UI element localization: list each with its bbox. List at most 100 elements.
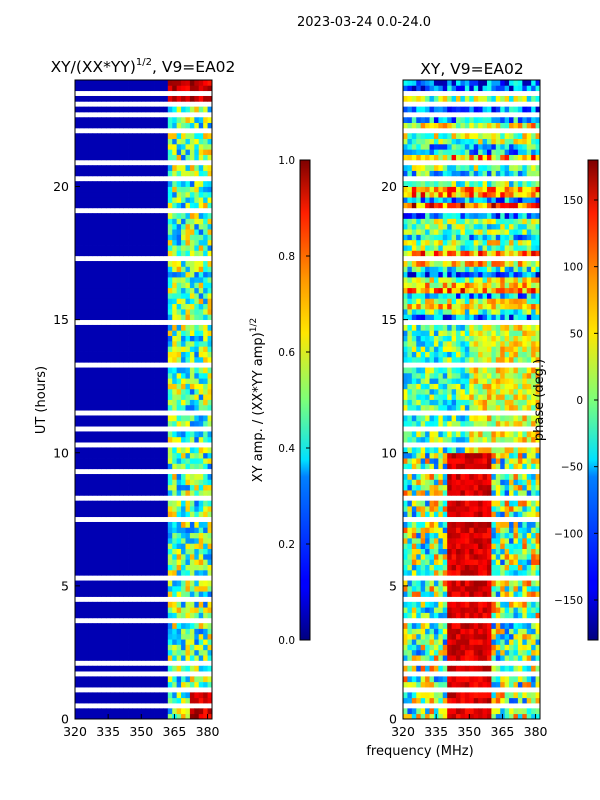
amplitude-cell	[114, 537, 120, 544]
amplitude-cell	[101, 378, 107, 384]
phase-cell	[438, 367, 444, 374]
amplitude-cell	[101, 117, 107, 123]
amplitude-cell	[75, 506, 80, 512]
amplitude-cell	[163, 383, 169, 390]
amplitude-cell	[154, 314, 160, 321]
phase-cell	[403, 591, 408, 597]
amplitude-cell	[172, 346, 178, 352]
phase-cell	[425, 356, 430, 363]
phase-cell	[535, 404, 541, 411]
phase-cell	[513, 324, 519, 331]
amplitude-cell	[185, 447, 191, 454]
phase-cell	[425, 484, 430, 491]
phase-cell	[438, 532, 444, 539]
amplitude-cell	[189, 138, 195, 145]
phase-cell	[464, 644, 470, 651]
amplitude-cell	[158, 399, 164, 406]
amplitude-cell	[207, 601, 213, 608]
amplitude-cell	[185, 117, 191, 123]
amplitude-cell	[83, 463, 89, 470]
phase-cell	[438, 548, 444, 555]
amplitude-cell	[176, 553, 182, 560]
phase-cell	[531, 548, 536, 555]
phase-cell	[504, 351, 510, 358]
amplitude-cell	[136, 346, 142, 352]
amplitude-cell	[207, 713, 213, 720]
amplitude-cell	[167, 202, 173, 209]
amplitude-cell	[172, 138, 178, 145]
phase-cell	[531, 484, 536, 491]
amplitude-cell	[119, 122, 125, 129]
amplitude-cell	[141, 277, 147, 283]
phase-cell	[447, 436, 453, 443]
amplitude-cell	[185, 601, 191, 608]
phase-panel-title: XY, V9=EA02	[420, 60, 524, 78]
amplitude-cell	[83, 458, 89, 464]
phase-cell	[504, 580, 510, 587]
phase-cell	[464, 399, 470, 406]
amplitude-cell	[176, 447, 182, 454]
amplitude-cell	[79, 149, 85, 155]
amplitude-cell	[203, 138, 208, 145]
phase-cell	[442, 490, 448, 496]
phase-cell	[447, 447, 453, 454]
phase-cell	[407, 569, 413, 576]
amplitude-cell	[167, 218, 173, 225]
phase-cell	[473, 367, 479, 374]
phase-cell	[504, 644, 510, 651]
amplitude-cell	[136, 713, 142, 720]
amplitude-cell	[181, 277, 186, 283]
amplitude-cell	[172, 511, 178, 518]
phase-cell	[478, 404, 483, 411]
amplitude-cell	[203, 261, 208, 267]
amplitude-cell	[101, 266, 107, 273]
amplitude-cell	[163, 197, 169, 203]
amplitude-cell	[97, 399, 102, 406]
phase-cell	[473, 585, 479, 592]
amplitude-cell	[176, 170, 182, 177]
phase-cell	[491, 607, 497, 613]
amplitude-cell	[128, 330, 133, 336]
amplitude-cell	[88, 506, 94, 512]
amplitude-cell	[194, 314, 200, 321]
phase-cell	[451, 665, 457, 672]
amplitude-cell	[136, 692, 142, 699]
phase-cell	[420, 612, 426, 619]
amplitude-cell	[154, 80, 160, 86]
amplitude-cell	[119, 282, 125, 289]
phase-cell	[469, 655, 475, 661]
amplitude-cell	[136, 308, 142, 315]
phase-cell	[495, 404, 501, 411]
amplitude-cell	[150, 681, 155, 688]
amplitude-cell	[92, 165, 98, 171]
phase-cell	[469, 553, 475, 560]
phase-cell	[460, 394, 466, 400]
amplitude-cell	[97, 138, 102, 145]
amplitude-cell	[167, 607, 173, 613]
amplitude-cell	[110, 106, 116, 113]
phase-cell	[429, 644, 435, 651]
phase-cell	[438, 447, 444, 454]
amplitude-cell	[141, 245, 147, 251]
amplitude-cell	[145, 314, 151, 321]
phase-cell	[464, 484, 470, 491]
phase-cell	[407, 394, 413, 400]
phase-cell	[429, 367, 435, 374]
amplitude-cell	[75, 665, 80, 672]
phase-cell	[500, 420, 506, 427]
phase-cell	[495, 436, 501, 443]
phase-cell	[425, 378, 430, 384]
amplitude-cell	[145, 149, 151, 155]
phase-cell	[535, 559, 541, 565]
phase-cell	[531, 607, 536, 613]
phase-cell	[438, 463, 444, 470]
amplitude-cell	[181, 612, 186, 619]
amplitude-cell	[88, 340, 94, 347]
amplitude-cell	[92, 708, 98, 715]
amplitude-cell	[79, 181, 85, 187]
phase-cell	[460, 655, 466, 661]
phase-cell	[513, 378, 519, 384]
phase-cell	[416, 580, 422, 587]
amplitude-cell	[150, 218, 155, 225]
phase-cell	[526, 356, 532, 363]
